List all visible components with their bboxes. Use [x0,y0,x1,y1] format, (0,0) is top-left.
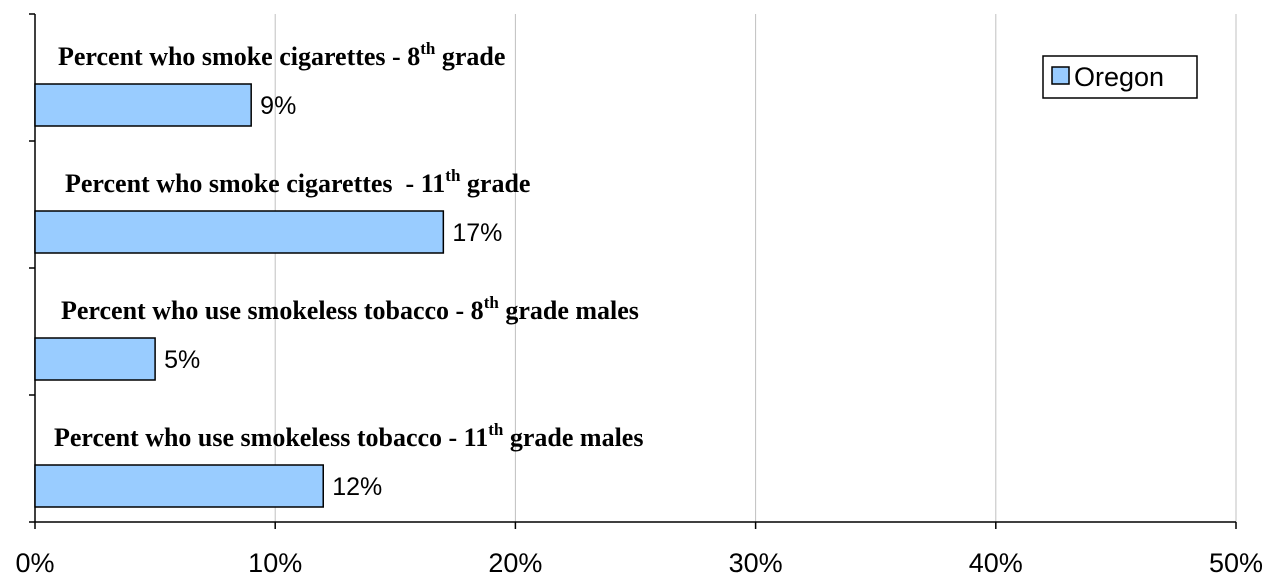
x-tick-label: 10% [248,548,302,578]
data-label: 17% [452,219,502,247]
legend: Oregon [1042,55,1198,99]
legend-swatch [1051,66,1070,85]
bar [34,83,252,127]
data-label: 9% [260,92,296,120]
x-tick-label: 20% [488,548,542,578]
category-label: Percent who use smokeless tobacco - 11th… [54,420,643,452]
bar [34,464,324,508]
x-tick-label: 50% [1209,548,1263,578]
gridlines [274,14,1237,522]
category-label: Percent who smoke cigarettes - 8th grade [58,39,505,71]
x-tick-label: 0% [15,548,54,578]
category-label: Percent who use smokeless tobacco - 8th … [61,293,639,325]
x-tick-label: 40% [969,548,1023,578]
data-label: 12% [332,473,382,501]
legend-label: Oregon [1074,62,1164,92]
x-tick-label: 30% [729,548,783,578]
bar [34,337,156,381]
category-labels: 9% Percent who smoke cigarettes - 8th gra… [54,39,643,501]
data-label: 5% [164,346,200,374]
x-tick-labels: 0% 10% 20% 30% 40% 50% [15,548,1263,578]
category-label: Percent who smoke cigarettes - 11th grad… [65,166,530,198]
bar [34,210,445,254]
bars [34,83,445,508]
